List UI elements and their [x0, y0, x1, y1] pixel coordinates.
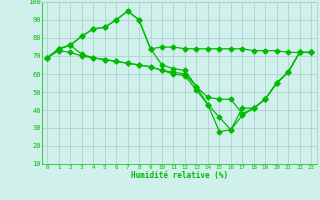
X-axis label: Humidité relative (%): Humidité relative (%) [131, 171, 228, 180]
